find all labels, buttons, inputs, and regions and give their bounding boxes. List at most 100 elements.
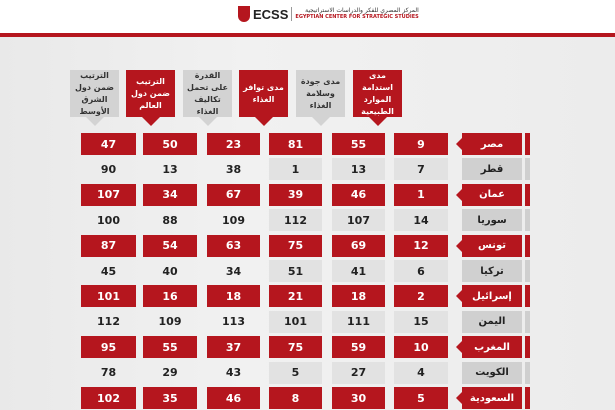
table-cell: 8 (269, 387, 322, 409)
logo-english: EGYPTIAN CENTER FOR STRATEGIC STUDIES (295, 14, 419, 20)
table-cell: 55 (332, 133, 385, 155)
header-bar: ECSS المركز المصري للفكر والدراسات الاست… (0, 0, 615, 33)
table-cell: 75 (269, 336, 322, 359)
table-cell: 111 (332, 310, 385, 333)
divider (0, 33, 615, 37)
table-cell: 46 (332, 183, 385, 206)
table-cell: 18 (332, 285, 385, 308)
column-header: الترتيب ضمن دول الشرق الأوسط (70, 70, 119, 126)
country-label: مصر (456, 133, 522, 155)
table-cell: 88 (162, 213, 178, 227)
table-cell: 35 (143, 387, 197, 409)
table-cell: 45 (100, 264, 117, 278)
table-cell: 59 (332, 336, 385, 359)
column-header: القدرة على تحمل تكاليف الغذاء (183, 70, 232, 126)
table-cell: 13 (162, 162, 178, 176)
row-marker (525, 361, 530, 384)
table-cell: 23 (207, 133, 260, 155)
table-cell: 16 (143, 285, 197, 308)
column-header: مدى جودة وسلامة الغذاء (296, 70, 345, 126)
country-label: تركيا (462, 260, 522, 282)
table-cell: 14 (394, 209, 448, 232)
table-cell: 5 (269, 361, 322, 384)
table-cell: 63 (207, 234, 260, 257)
table-cell: 50 (143, 133, 197, 155)
country-label: قطر (462, 158, 522, 181)
row-marker (525, 158, 530, 181)
table-cell: 2 (394, 285, 448, 308)
table-cell: 55 (143, 336, 197, 359)
table-cell: 13 (332, 158, 385, 181)
row-marker (525, 133, 530, 155)
country-label: الكويت (462, 361, 522, 384)
table-cell: 107 (81, 183, 136, 206)
table-cell: 1 (394, 183, 448, 206)
row-marker (525, 234, 530, 257)
country-label: اليمن (462, 310, 522, 333)
logo-icon (238, 6, 250, 22)
row-marker (525, 260, 530, 282)
table-cell: 41 (332, 260, 385, 282)
table-cell: 29 (162, 366, 178, 380)
table-cell: 101 (269, 310, 322, 333)
country-label: المغرب (456, 336, 522, 359)
table-cell: 90 (100, 162, 117, 176)
table-cell: 67 (207, 183, 260, 206)
table-cell: 40 (162, 264, 178, 278)
column-header: الترتيب ضمن دول العالم (126, 70, 175, 126)
table-cell: 38 (225, 162, 242, 176)
country-label: تونس (456, 234, 522, 257)
table-cell: 34 (143, 183, 197, 206)
column-header: مدى استدامة الموارد الطبيعية (353, 70, 402, 126)
table-cell: 37 (207, 336, 260, 359)
table-cell: 1 (269, 158, 322, 181)
table-cell: 10 (394, 336, 448, 359)
table-cell: 18 (207, 285, 260, 308)
ecss-logo: ECSS المركز المصري للفكر والدراسات الاست… (238, 6, 419, 22)
logo-name: ECSS (253, 6, 289, 22)
table-cell: 47 (81, 133, 136, 155)
table-cell: 113 (222, 315, 245, 329)
table-cell: 15 (394, 310, 448, 333)
table-cell: 101 (81, 285, 136, 308)
row-marker (525, 285, 530, 308)
table-cell: 69 (332, 234, 385, 257)
row-marker (525, 336, 530, 359)
row-marker (525, 387, 530, 409)
table-cell: 51 (269, 260, 322, 282)
table-cell: 107 (332, 209, 385, 232)
table-cell: 6 (394, 260, 448, 282)
table-cell: 75 (269, 234, 322, 257)
table-cell: 12 (394, 234, 448, 257)
table-cell: 34 (225, 264, 242, 278)
table-cell: 112 (97, 315, 120, 329)
table-cell: 7 (394, 158, 448, 181)
table-cell: 4 (394, 361, 448, 384)
table-cell: 87 (81, 234, 136, 257)
table-cell: 54 (143, 234, 197, 257)
table-cell: 81 (269, 133, 322, 155)
country-label: السعودية (456, 387, 522, 409)
country-label: عمان (456, 183, 522, 206)
table-cell: 112 (269, 209, 322, 232)
row-marker (525, 183, 530, 206)
table-cell: 5 (394, 387, 448, 409)
table-cell: 78 (100, 366, 117, 380)
row-marker (525, 209, 530, 232)
table-cell: 109 (222, 213, 245, 227)
table-cell: 100 (97, 213, 120, 227)
country-label: سوريا (462, 209, 522, 232)
table-cell: 27 (332, 361, 385, 384)
table-cell: 46 (207, 387, 260, 409)
table-cell: 102 (81, 387, 136, 409)
table-cell: 43 (225, 366, 242, 380)
logo-arabic: المركز المصري للفكر والدراسات الاستراتيج… (305, 7, 419, 14)
table-cell: 9 (394, 133, 448, 155)
table-cell: 95 (81, 336, 136, 359)
row-marker (525, 310, 530, 333)
table-cell: 21 (269, 285, 322, 308)
table-cell: 39 (269, 183, 322, 206)
table-cell: 109 (158, 315, 182, 329)
column-header: مدى توافر الغذاء (239, 70, 288, 126)
country-label: إسرائيل (456, 285, 522, 308)
